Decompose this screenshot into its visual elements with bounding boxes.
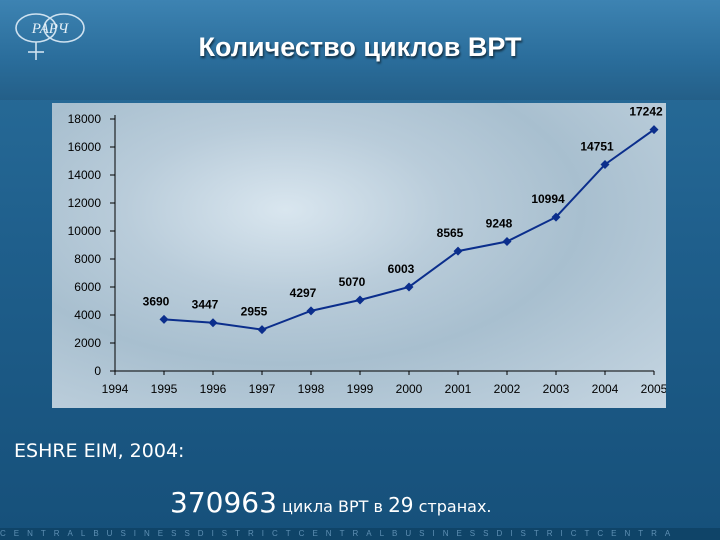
y-tick-label: 16000 — [68, 140, 102, 154]
data-label: 14751 — [580, 139, 614, 153]
slide-title: Количество циклов ВРТ — [198, 32, 522, 62]
data-label: 4297 — [290, 286, 317, 300]
y-tick-label: 8000 — [74, 252, 101, 266]
x-tick-label: 1994 — [102, 382, 129, 396]
data-point — [257, 325, 267, 335]
y-tick-label: 14000 — [68, 168, 102, 182]
data-point — [551, 212, 561, 222]
header — [0, 0, 720, 100]
x-tick-label: 1999 — [347, 382, 374, 396]
data-point — [306, 306, 316, 316]
data-point — [649, 125, 659, 135]
y-tick-label: 12000 — [68, 196, 102, 210]
chart-area: 0 2000 4000 6000 8000 10000 12000 14000 16000 180… — [52, 103, 666, 408]
y-tick-label: 0 — [94, 364, 101, 378]
x-tick-label: 2004 — [592, 382, 619, 396]
data-label: 6003 — [388, 262, 415, 276]
stat-count: 29 — [388, 493, 414, 517]
chart: 0 2000 4000 6000 8000 10000 12000 14000 16000 180… — [68, 105, 666, 396]
series-line — [163, 128, 655, 331]
data-label: 9248 — [486, 217, 513, 231]
data-label: 3690 — [143, 294, 170, 308]
summary-stat: 370963 цикла ВРТ в 29 странах. — [170, 486, 492, 519]
data-label: 17242 — [629, 105, 663, 119]
data-point — [502, 237, 512, 247]
x-tick-label: 2002 — [494, 382, 521, 396]
x-tick-label: 2003 — [543, 382, 570, 396]
data-label: 5070 — [339, 275, 366, 289]
x-tick-label: 2000 — [396, 382, 423, 396]
data-point — [600, 159, 610, 169]
data-label: 10994 — [531, 192, 565, 206]
data-point — [159, 314, 169, 324]
y-tick-label: 4000 — [74, 308, 101, 322]
x-tick-label: 1995 — [151, 382, 178, 396]
data-label: 8565 — [437, 226, 464, 240]
data-label: 2955 — [241, 305, 268, 319]
y-tick-label: 6000 — [74, 280, 101, 294]
data-point — [208, 318, 218, 328]
x-tick-label: 1997 — [249, 382, 276, 396]
x-tick-label: 1998 — [298, 382, 325, 396]
y-tick-label: 18000 — [68, 112, 102, 126]
x-tick-label: 2001 — [445, 382, 472, 396]
y-tick-label: 2000 — [74, 336, 101, 350]
data-point — [404, 282, 414, 292]
data-label: 3447 — [192, 298, 219, 312]
stat-text-a: цикла ВРТ в — [281, 497, 383, 516]
rarch-logo: РАРЧ — [15, 13, 85, 60]
data-point — [453, 246, 463, 256]
footer-band — [0, 528, 720, 540]
stat-number: 370963 — [170, 486, 277, 519]
source-label: ESHRE EIM, 2004: — [14, 440, 185, 462]
stat-text-b: странах. — [418, 497, 492, 516]
footer-band-text: CENTRALBUSINESSDISTRICTCENTRALBUSINESSDI… — [0, 529, 679, 538]
data-point — [355, 295, 365, 305]
x-tick-label: 1996 — [200, 382, 227, 396]
x-tick-label: 2005 — [641, 382, 666, 396]
y-tick-label: 10000 — [68, 224, 102, 238]
logo-text: РАРЧ — [31, 21, 70, 37]
